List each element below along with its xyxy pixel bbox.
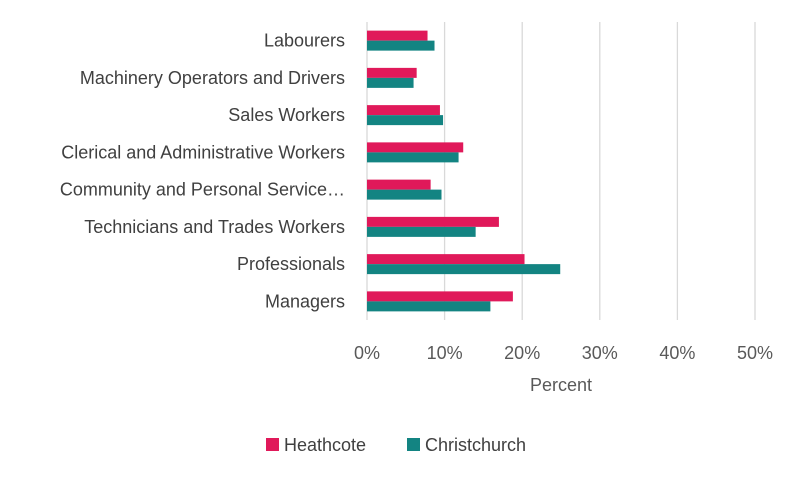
category-label: Technicians and Trades Workers: [84, 217, 345, 237]
x-tick-label: 30%: [582, 343, 618, 363]
x-tick-label: 0%: [354, 343, 380, 363]
category-label: Community and Personal Service…: [60, 180, 345, 200]
bar-christchurch: [367, 264, 561, 275]
category-label: Machinery Operators and Drivers: [80, 68, 345, 88]
bar-heathcote: [367, 67, 417, 78]
x-tick-label: 50%: [737, 343, 773, 363]
legend: Heathcote Christchurch: [266, 435, 526, 455]
category-label: Managers: [265, 291, 345, 311]
legend-label-christchurch: Christchurch: [425, 435, 526, 455]
bar-heathcote: [367, 105, 440, 116]
bar-christchurch: [367, 115, 444, 126]
legend-label-heathcote: Heathcote: [284, 435, 366, 455]
bar-christchurch: [367, 189, 442, 200]
bar-heathcote: [367, 216, 499, 227]
bars: [367, 30, 561, 312]
category-label: Sales Workers: [228, 105, 345, 125]
bar-heathcote: [367, 142, 464, 153]
bar-christchurch: [367, 77, 414, 88]
x-tick-label: 40%: [659, 343, 695, 363]
category-label: Clerical and Administrative Workers: [61, 142, 345, 162]
bar-heathcote: [367, 254, 525, 265]
legend-swatch-heathcote: [266, 438, 279, 451]
bar-christchurch: [367, 226, 476, 237]
x-axis-title: Percent: [530, 375, 592, 395]
bar-christchurch: [367, 152, 459, 163]
category-labels: Labourers Machinery Operators and Drivers…: [60, 31, 345, 312]
category-label: Labourers: [264, 31, 345, 51]
bar-heathcote: [367, 179, 431, 190]
legend-swatch-christchurch: [407, 438, 420, 451]
bar-christchurch: [367, 40, 435, 51]
category-label: Professionals: [237, 254, 345, 274]
x-tick-label: 20%: [504, 343, 540, 363]
bar-christchurch: [367, 301, 491, 312]
gridlines: [366, 22, 756, 320]
x-tick-labels: 0% 10% 20% 30% 40% 50%: [354, 343, 773, 363]
x-tick-label: 10%: [427, 343, 463, 363]
bar-heathcote: [367, 291, 513, 302]
bar-heathcote: [367, 30, 428, 41]
